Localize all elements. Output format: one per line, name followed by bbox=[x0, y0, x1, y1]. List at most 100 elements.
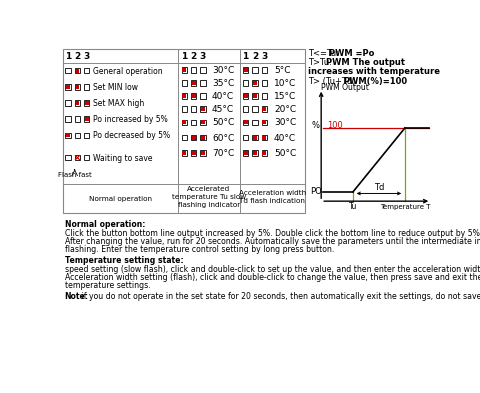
Bar bbox=[200, 119, 206, 125]
Bar bbox=[201, 120, 205, 124]
Text: %: % bbox=[312, 121, 320, 130]
Text: 2: 2 bbox=[252, 52, 258, 61]
Bar bbox=[192, 94, 196, 98]
Bar bbox=[200, 67, 206, 73]
Bar bbox=[65, 132, 71, 138]
Text: 100: 100 bbox=[327, 121, 343, 130]
Bar bbox=[192, 81, 196, 85]
Bar bbox=[75, 68, 80, 73]
Text: 2: 2 bbox=[191, 52, 197, 61]
Text: 50°C: 50°C bbox=[212, 118, 234, 127]
Text: 3: 3 bbox=[84, 52, 90, 61]
Bar bbox=[75, 132, 80, 138]
Text: 30°C: 30°C bbox=[212, 66, 234, 75]
Text: 70°C: 70°C bbox=[212, 149, 234, 158]
Bar bbox=[84, 132, 89, 138]
Text: Set MAX high: Set MAX high bbox=[93, 99, 144, 108]
Bar bbox=[192, 136, 196, 140]
Text: 1: 1 bbox=[65, 52, 71, 61]
Text: 35°C: 35°C bbox=[212, 79, 234, 88]
Text: PO: PO bbox=[310, 187, 322, 196]
Bar bbox=[65, 155, 71, 160]
Text: 60°C: 60°C bbox=[212, 134, 234, 143]
Bar bbox=[75, 116, 80, 122]
Bar bbox=[243, 94, 248, 99]
Bar bbox=[75, 84, 80, 90]
Text: Acceleration width setting (flash), click and double-click to change the value, : Acceleration width setting (flash), clic… bbox=[65, 273, 480, 282]
Bar bbox=[262, 136, 266, 140]
Bar bbox=[244, 68, 248, 72]
Bar bbox=[243, 119, 248, 125]
Text: Po increased by 5%: Po increased by 5% bbox=[93, 115, 168, 124]
Bar bbox=[181, 94, 187, 99]
Bar bbox=[191, 107, 196, 112]
Bar bbox=[65, 116, 71, 122]
Bar bbox=[252, 107, 258, 112]
Text: speed setting (slow flash), click and double-click to set up the value, and then: speed setting (slow flash), click and do… bbox=[65, 264, 480, 274]
Bar bbox=[262, 151, 266, 155]
Bar bbox=[75, 155, 80, 160]
Bar bbox=[75, 85, 79, 89]
Bar bbox=[244, 120, 248, 124]
Text: 10°C: 10°C bbox=[274, 79, 296, 88]
Bar bbox=[191, 67, 196, 73]
Text: After changing the value, run for 20 seconds. Automatically save the parameters : After changing the value, run for 20 sec… bbox=[65, 237, 480, 246]
Bar bbox=[252, 151, 258, 156]
Bar bbox=[182, 151, 186, 155]
Bar bbox=[191, 135, 196, 140]
Bar bbox=[63, 50, 305, 213]
Bar bbox=[182, 68, 186, 72]
Text: increases with temperature: increases with temperature bbox=[308, 67, 440, 76]
Bar bbox=[75, 69, 79, 73]
Text: 1: 1 bbox=[181, 52, 188, 61]
Text: if you do not operate in the set state for 20 seconds, then automatically exit t: if you do not operate in the set state f… bbox=[79, 292, 480, 301]
Bar bbox=[65, 84, 71, 90]
Bar bbox=[75, 101, 79, 105]
Bar bbox=[85, 101, 89, 105]
Bar bbox=[262, 80, 267, 86]
Bar bbox=[201, 151, 205, 155]
Bar bbox=[243, 151, 248, 156]
Bar bbox=[262, 119, 267, 125]
Text: Note:: Note: bbox=[65, 292, 89, 301]
Text: Waiting to save: Waiting to save bbox=[93, 154, 153, 163]
Bar bbox=[201, 107, 205, 111]
Bar bbox=[84, 155, 89, 160]
Text: 2: 2 bbox=[74, 52, 81, 61]
Bar bbox=[191, 80, 196, 86]
Text: T<=Tu:: T<=Tu: bbox=[308, 49, 341, 58]
Text: T>Tu:: T>Tu: bbox=[308, 58, 337, 67]
Bar bbox=[262, 151, 267, 156]
Text: 3: 3 bbox=[200, 52, 206, 61]
Bar bbox=[262, 107, 266, 111]
Text: Temperature T: Temperature T bbox=[380, 204, 431, 209]
Bar bbox=[252, 94, 258, 99]
Text: Td: Td bbox=[374, 183, 384, 192]
Text: PWM The output: PWM The output bbox=[326, 58, 405, 67]
Bar bbox=[243, 135, 248, 140]
Bar bbox=[252, 80, 258, 86]
Text: Acceleration width
Td flash indication: Acceleration width Td flash indication bbox=[239, 189, 306, 204]
Text: 50°C: 50°C bbox=[274, 149, 296, 158]
Bar bbox=[66, 133, 70, 137]
Bar bbox=[252, 135, 258, 140]
Bar bbox=[181, 67, 187, 73]
Text: temperature settings.: temperature settings. bbox=[65, 281, 150, 290]
Bar bbox=[200, 135, 206, 140]
Bar bbox=[181, 135, 187, 140]
Bar bbox=[243, 67, 248, 73]
Text: PWM Output: PWM Output bbox=[321, 83, 369, 92]
Bar bbox=[262, 67, 267, 73]
Bar bbox=[84, 68, 89, 73]
Bar bbox=[253, 136, 257, 140]
Bar bbox=[65, 68, 71, 73]
Bar bbox=[200, 94, 206, 99]
Bar bbox=[253, 94, 257, 98]
Bar bbox=[200, 151, 206, 156]
Text: Normal operation: Normal operation bbox=[89, 196, 152, 202]
Bar bbox=[201, 136, 205, 140]
Bar bbox=[181, 151, 187, 156]
Bar bbox=[244, 151, 248, 155]
Text: 1: 1 bbox=[242, 52, 249, 61]
Bar bbox=[75, 100, 80, 106]
